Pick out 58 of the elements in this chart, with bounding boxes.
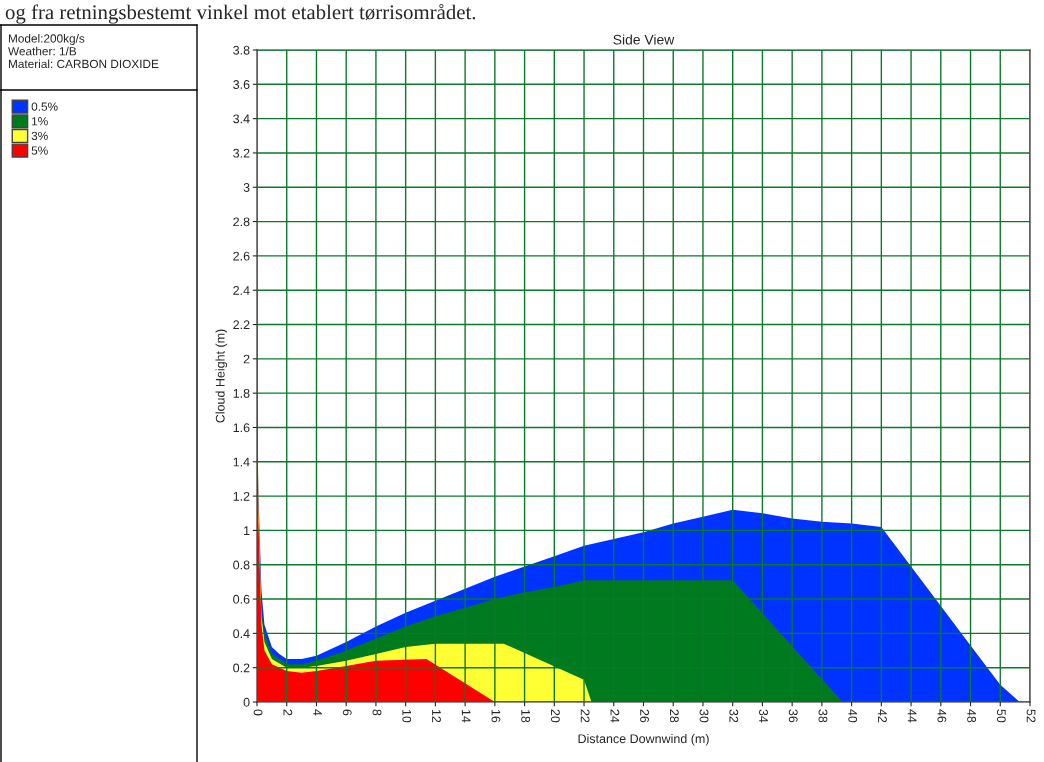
y-tick-label: 3.4 [233,114,250,124]
y-tick-label: 3.8 [233,45,250,55]
y-tick-label: 1.8 [233,388,250,398]
x-tick-label: 0 [253,709,263,716]
x-tick-label: 50 [996,709,1006,723]
x-tick-label: 30 [699,709,709,723]
x-tick-label: 40 [848,709,858,723]
legend-label: 3% [31,131,48,141]
x-tick-label: 48 [967,709,977,723]
y-tick-label: 0.2 [233,663,250,673]
y-tick-label: 3.6 [233,80,250,89]
x-tick-label: 22 [580,709,590,723]
x-tick-label: 26 [640,709,649,723]
x-tick-label: 24 [610,709,620,723]
x-tick-label: 44 [907,709,917,723]
x-tick-label: 4 [313,709,322,716]
x-tick-label: 12 [432,709,441,723]
x-tick-label: 18 [521,709,531,723]
x-tick-label: 36 [788,709,798,723]
text: Model:200kg/s [8,34,85,45]
y-tick-label: 3 [243,183,250,192]
chart-title: Side View [613,34,675,45]
y-tick-label: 2.6 [233,251,250,261]
legend-label: 1% [32,117,48,126]
y-tick-label: 2.8 [233,217,250,227]
y-tick-label: 2.4 [233,286,250,295]
x-tick-label: 6 [342,709,352,716]
x-tick-label: 20 [550,709,560,723]
y-tick-label: 1.4 [233,457,250,467]
y-tick-label: 2.2 [233,320,250,330]
text: og fra retningsbestemt vinkel mot etablert tørrisområdet. [5,4,476,24]
x-tick-label: 8 [372,709,382,716]
x-tick-label: 32 [729,709,739,723]
x-tick-label: 46 [937,709,947,723]
x-tick-label: 42 [878,709,887,723]
y-tick-label: 1.6 [233,423,250,433]
y-tick-label: 0.6 [233,594,250,604]
legend-label: 5% [31,146,48,155]
x-axis-title: Distance Downwind (m) [578,733,709,746]
y-tick-label: 3.2 [233,148,250,158]
y-axis-title: Cloud Height (m) [215,329,228,423]
x-tick-label: 10 [402,709,412,723]
legend-label: 0.5% [31,102,58,111]
y-tick-label: 1 [244,526,250,535]
y-tick-label: 0.8 [233,560,250,570]
y-tick-label: 1.2 [233,491,250,501]
x-tick-label: 34 [759,709,768,723]
y-tick-label: 0.4 [233,629,250,639]
text: Material: CARBON DIOXIDE [8,59,159,69]
x-tick-label: 28 [669,709,679,723]
x-tick-label: 14 [461,709,471,723]
x-tick-label: 52 [1026,709,1036,723]
x-tick-label: 38 [818,709,828,723]
x-tick-label: 2 [283,709,293,716]
text: Weather: 1/B [8,46,77,56]
x-tick-label: 16 [491,709,501,723]
y-tick-label: 2 [243,354,250,364]
y-tick-label: 0 [243,697,250,707]
